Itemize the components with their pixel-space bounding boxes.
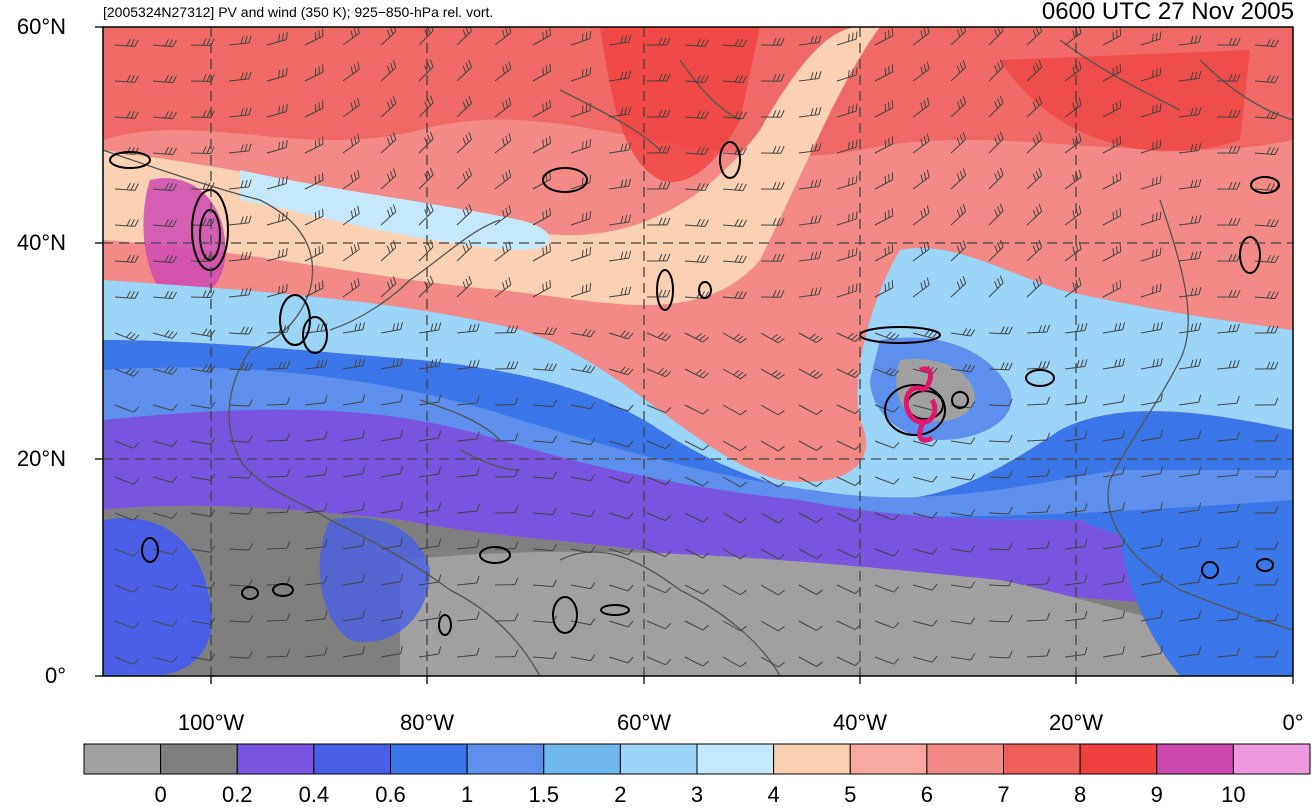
colorbar-swatch [161,744,238,774]
colorbar-swatch [850,744,927,774]
colorbar-label: 6 [897,782,957,808]
lat-label-40n: 40°N [0,230,66,256]
colorbar-label: 4 [744,782,804,808]
plot-title-right: 0600 UTC 27 Nov 2005 [1042,0,1294,26]
colorbar-swatch [1004,744,1081,774]
colorbar-swatch [391,744,468,774]
colorbar-label: 3 [667,782,727,808]
colorbar-swatch [697,744,774,774]
colorbar-label: 0.2 [207,782,267,808]
colorbar-label: 2 [590,782,650,808]
colorbar-swatch [620,744,697,774]
colorbar-label: 1 [437,782,497,808]
pv-field [103,27,1293,676]
lat-label-20n: 20°N [0,446,66,472]
lon-label-80w: 80°W [382,710,472,736]
plot-title-left: [2005324N27312] PV and wind (350 K); 925… [103,4,493,20]
colorbar-label: 0.6 [361,782,421,808]
lon-label-60w: 60°W [599,710,689,736]
colorbar-swatch [237,744,314,774]
colorbar-swatch [84,744,161,774]
lon-label-20w: 20°W [1031,710,1121,736]
colorbar-label: 5 [820,782,880,808]
colorbar-swatch [467,744,544,774]
lat-label-60n: 60°N [0,14,66,40]
colorbar-swatch [774,744,851,774]
colorbar-label: 7 [974,782,1034,808]
colorbar-label: 1.5 [514,782,574,808]
lon-label-40w: 40°W [815,710,905,736]
colorbar-swatch [1080,744,1157,774]
lat-label-0: 0° [0,663,66,689]
colorbar-label: 0.4 [284,782,344,808]
colorbar-swatch [927,744,1004,774]
colorbar-label: 10 [1203,782,1263,808]
colorbar-swatch [1233,744,1310,774]
colorbar-label: 0 [131,782,191,808]
colorbar [84,744,1310,774]
lon-label-100w: 100°W [166,710,256,736]
colorbar-swatch [1157,744,1234,774]
colorbar-swatch [544,744,621,774]
lon-label-0: 0° [1248,710,1312,736]
colorbar-swatch [314,744,391,774]
colorbar-label: 9 [1127,782,1187,808]
colorbar-label: 8 [1050,782,1110,808]
